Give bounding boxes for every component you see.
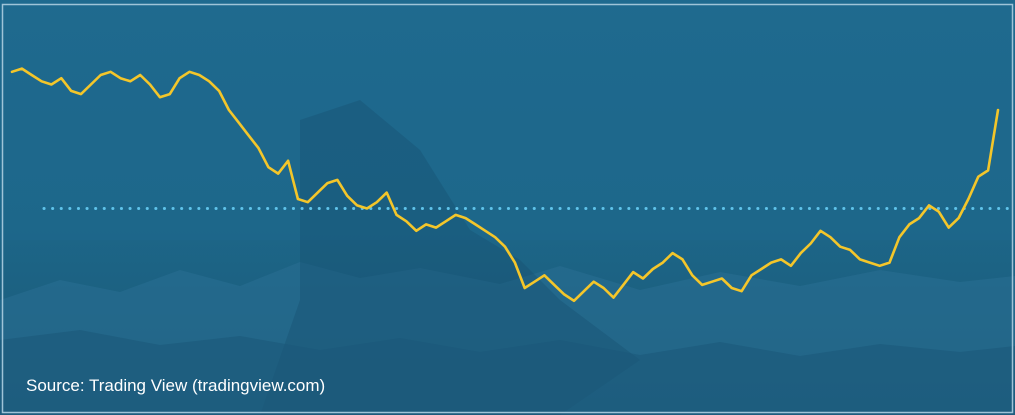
- background-foreground-shape: [0, 330, 1015, 415]
- source-caption: Source: Trading View (tradingview.com): [26, 376, 326, 395]
- background-tint-top: [0, 0, 1015, 240]
- chart-border: [1, 3, 1014, 414]
- price-series-line: [10, 67, 1000, 303]
- background-shadow-shape: [260, 100, 640, 415]
